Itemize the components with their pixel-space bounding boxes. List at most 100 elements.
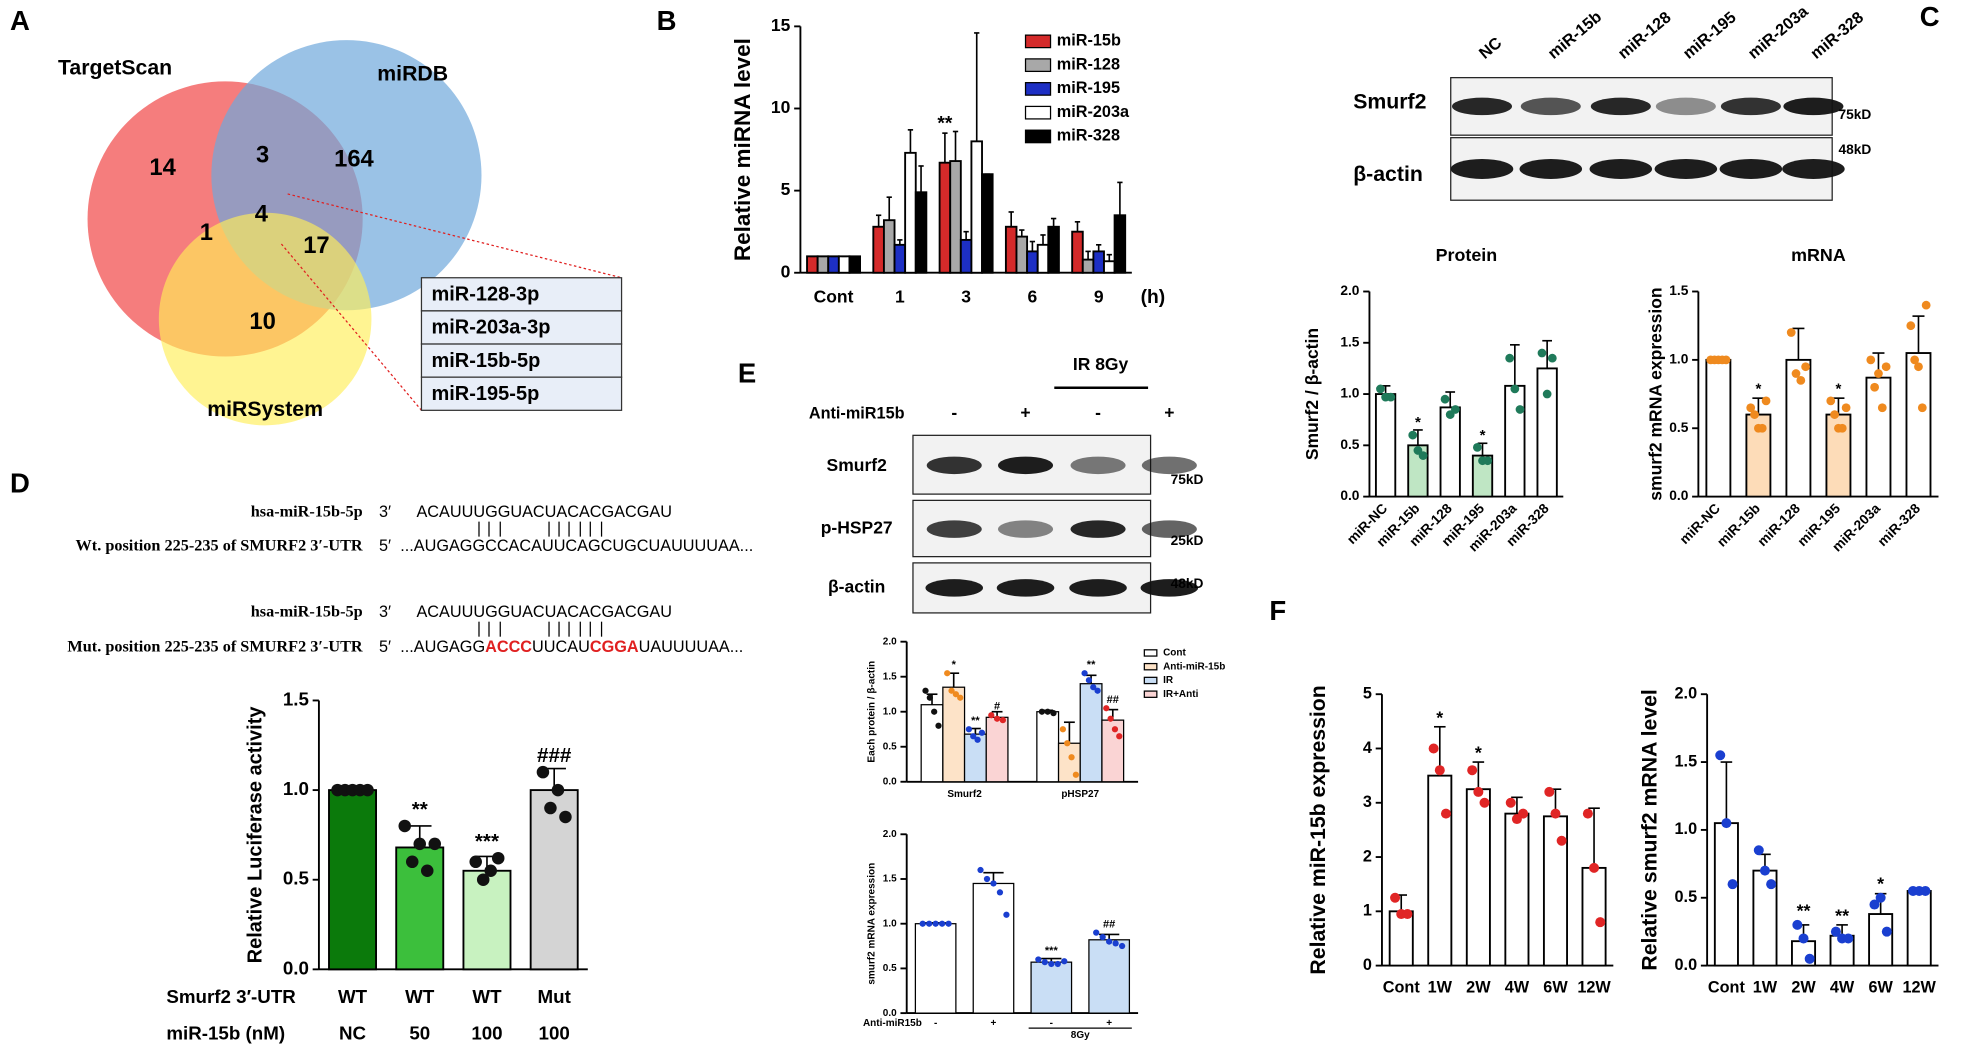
data-point	[1874, 369, 1883, 378]
data-point	[1107, 715, 1114, 722]
data-point	[1537, 348, 1547, 358]
legend-swatch	[1024, 82, 1052, 96]
set-label: TargetScan	[58, 56, 172, 80]
data-point	[1766, 879, 1777, 890]
blot-band	[1655, 97, 1716, 116]
sequence-end: 5′	[379, 638, 391, 656]
group-label: 8Gy	[1071, 1030, 1090, 1041]
y-axis-label: Relative Luciferase activity	[245, 706, 267, 964]
set-label: miRSystem	[207, 397, 323, 421]
data-point	[428, 837, 442, 851]
legend-label: IR	[1163, 675, 1174, 686]
data-point	[413, 837, 426, 851]
data-point	[1914, 362, 1923, 372]
y-tick-label: 15	[771, 15, 791, 35]
data-point	[1094, 687, 1101, 694]
x-tick-label: 6W	[1868, 978, 1893, 996]
data-point	[1841, 403, 1851, 413]
y-tick-label: 0.5	[883, 963, 897, 974]
bar	[816, 255, 830, 274]
data-point	[361, 783, 374, 797]
bar	[462, 869, 512, 971]
y-tick-label: 1.5	[883, 671, 897, 682]
y-tick-label: 3	[1363, 793, 1372, 811]
y-tick-label: 4	[1363, 739, 1372, 757]
bar	[1504, 384, 1526, 498]
row-value: 100	[539, 1022, 570, 1043]
data-point	[1753, 845, 1764, 856]
data-point	[1428, 743, 1439, 754]
row-label: Anti-miR15b	[809, 404, 905, 422]
y-tick-label: 0	[781, 261, 791, 281]
y-tick-label: 0.5	[1675, 888, 1698, 906]
data-point	[1792, 919, 1803, 930]
data-point	[1467, 765, 1478, 776]
data-point	[1479, 797, 1490, 808]
data-point	[931, 708, 938, 715]
x-tick-label: Cont	[1383, 978, 1421, 996]
data-point	[1440, 808, 1451, 819]
significance: *	[1835, 381, 1841, 398]
legend-label: Anti-miR-15b	[1163, 661, 1225, 672]
data-point	[1111, 726, 1119, 733]
data-point	[1921, 300, 1931, 310]
x-tick-label: miR-15b	[1714, 501, 1763, 550]
data-point	[1917, 403, 1927, 413]
bar	[328, 789, 377, 971]
blot-band	[998, 520, 1054, 538]
data-point	[996, 889, 1004, 896]
x-tick-label: 9	[1094, 286, 1104, 306]
data-point	[1759, 865, 1770, 876]
data-point	[974, 736, 981, 743]
data-point	[1376, 384, 1385, 394]
size-marker: 48kD	[1171, 576, 1204, 591]
data-point	[544, 801, 557, 815]
bar	[882, 219, 896, 274]
legend-swatch	[1143, 676, 1158, 685]
significance: *	[1877, 873, 1884, 893]
data-point	[1843, 933, 1854, 944]
significance: **	[412, 798, 428, 821]
list-item: miR-203a-3p	[431, 317, 550, 339]
data-point	[1081, 670, 1088, 677]
legend-swatch	[1024, 129, 1052, 144]
x-tick-label: 12W	[1577, 978, 1611, 996]
data-point	[1715, 750, 1726, 761]
size-marker: 48kD	[1838, 142, 1871, 157]
bar	[1088, 939, 1131, 1014]
data-point	[948, 687, 955, 694]
blot-band	[1590, 97, 1651, 116]
bar	[1905, 352, 1932, 498]
y-axis-label: Each protein / β-actin	[866, 661, 877, 763]
y-tick-label: 0.5	[1669, 420, 1688, 435]
row-label: β-actin	[828, 577, 885, 597]
region-count: 10	[249, 308, 275, 335]
data-point	[1796, 376, 1806, 385]
data-point	[1906, 321, 1916, 331]
sequence-segment: ACCC	[485, 638, 532, 656]
data-point	[926, 694, 933, 701]
bar	[1581, 866, 1607, 967]
region-count: 4	[255, 200, 269, 227]
sequence-segment: UUCAU	[532, 638, 590, 656]
x-tick-label: 4W	[1830, 978, 1855, 996]
y-axis-label: smurf2 mRNA expression	[866, 863, 877, 985]
legend-swatch	[1024, 105, 1052, 120]
data-point	[1038, 708, 1046, 715]
sequence-segment: CGGA	[590, 638, 639, 656]
list-item: miR-15b-5p	[431, 350, 540, 372]
panel-label: E	[738, 358, 756, 389]
data-point	[420, 864, 434, 878]
data-point	[1044, 708, 1051, 715]
row-label: Smurf2	[827, 455, 888, 475]
bar	[806, 255, 819, 274]
y-tick-label: 1.0	[1669, 351, 1688, 366]
x-tick-label: 6W	[1543, 978, 1568, 996]
bar	[1113, 214, 1127, 274]
significance: ***	[1045, 945, 1059, 957]
region-count: 1	[200, 219, 213, 246]
data-point	[978, 729, 986, 736]
data-point	[1118, 942, 1126, 950]
bar	[1868, 913, 1894, 967]
